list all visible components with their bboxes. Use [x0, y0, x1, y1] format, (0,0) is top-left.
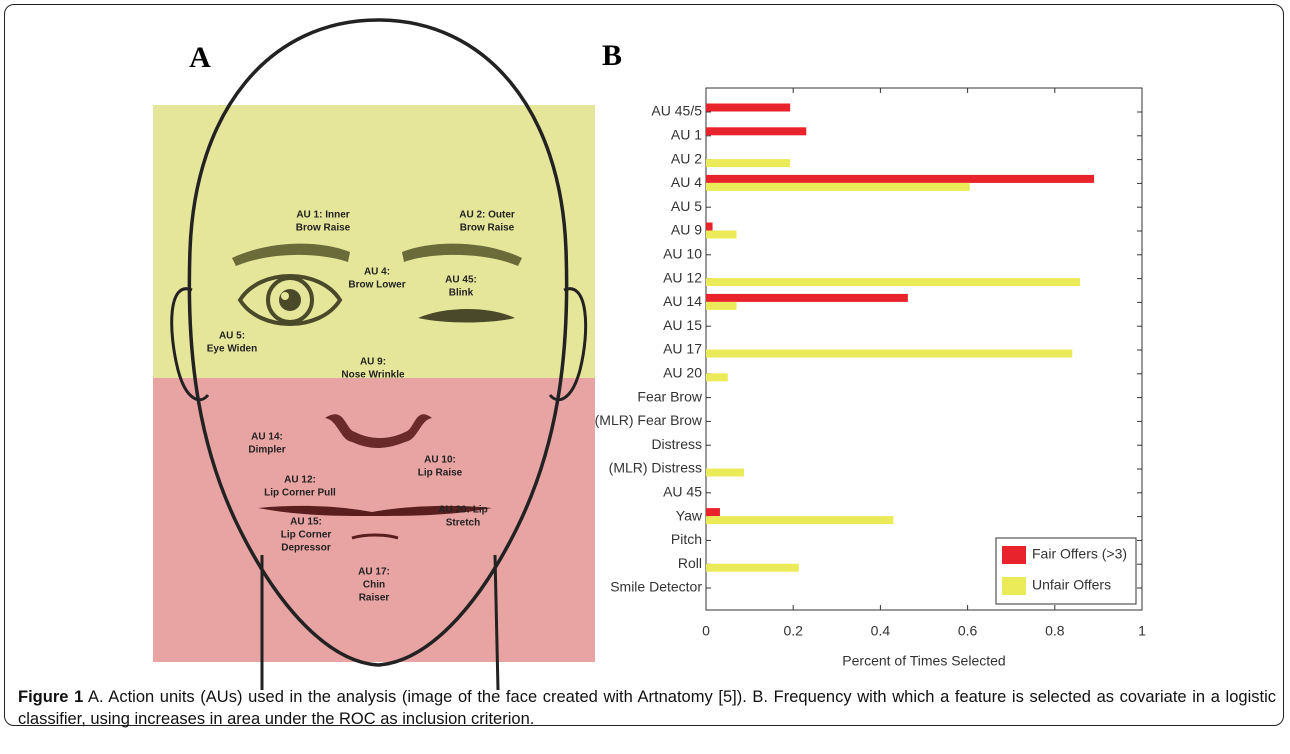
y-tick-label: Pitch	[671, 531, 702, 547]
au-label: AU 17:	[358, 567, 390, 578]
legend-label: Fair Offers (>3)	[1032, 546, 1127, 562]
au-label: Chin	[363, 580, 385, 591]
bar	[706, 231, 737, 239]
y-tick-label: Distress	[651, 436, 702, 452]
au-label: Blink	[449, 288, 474, 299]
panel-letter: A	[189, 41, 211, 74]
bar	[706, 278, 1080, 286]
au-label: Lip Corner Pull	[264, 488, 336, 499]
bar	[706, 302, 737, 310]
au-label: Depressor	[281, 543, 331, 554]
legend-swatch	[1002, 546, 1026, 564]
y-tick-label: AU 2	[671, 150, 702, 166]
x-tick-label: 0	[702, 623, 710, 639]
au-label: Brow Raise	[460, 223, 515, 234]
y-tick-label: Yaw	[676, 507, 703, 523]
au-label: AU 1: Inner	[296, 210, 349, 221]
y-tick-label: AU 4	[671, 174, 702, 190]
au-label: AU 4:	[364, 267, 390, 278]
legend-label: Unfair Offers	[1032, 577, 1111, 593]
y-tick-label: AU 45/5	[651, 103, 702, 119]
x-tick-label: 0.6	[958, 623, 978, 639]
x-tick-label: 0.8	[1045, 623, 1065, 639]
au-label: AU 9:	[360, 357, 386, 368]
bar	[706, 508, 720, 516]
au-label: AU 15:	[290, 517, 322, 528]
bar	[706, 350, 1072, 358]
au-label: Lip Raise	[418, 468, 463, 479]
x-tick-label: 1	[1138, 623, 1146, 639]
caption: Figure 1 A. Action units (AUs) used in t…	[18, 686, 1276, 730]
y-tick-label: AU 15	[663, 317, 702, 333]
y-tick-label: AU 12	[663, 269, 702, 285]
y-tick-label: AU 14	[663, 293, 702, 309]
bar	[706, 159, 790, 167]
au-label: AU 5:	[219, 331, 245, 342]
au-label: Dimpler	[248, 445, 285, 456]
bar	[706, 104, 790, 112]
legend-swatch	[1002, 577, 1026, 595]
caption-text: A. Action units (AUs) used in the analys…	[18, 688, 1276, 728]
au-label: AU 14:	[251, 432, 283, 443]
bar	[706, 175, 1094, 183]
y-tick-label: (MLR) Distress	[609, 460, 702, 476]
bar	[706, 183, 970, 191]
au-label: AU 45:	[445, 275, 477, 286]
bar	[706, 373, 728, 381]
au-label: Raiser	[359, 593, 390, 604]
au-label: Brow Raise	[296, 223, 351, 234]
figure: A AU 1: Inner Brow Raise AU 2: Outer Brow R…	[0, 0, 1290, 690]
bar	[706, 294, 908, 302]
page: A AU 1: Inner Brow Raise AU 2: Outer Brow R…	[0, 0, 1290, 754]
caption-label: Figure 1	[18, 688, 83, 706]
au-label: Brow Lower	[348, 280, 405, 291]
au-label: AU 12:	[284, 475, 316, 486]
eye-highlight	[281, 292, 289, 300]
au-label: Lip Corner	[281, 530, 332, 541]
au-label: Eye Widen	[207, 344, 257, 355]
pupil	[279, 289, 301, 311]
x-tick-label: 0.4	[871, 623, 891, 639]
y-tick-label: AU 45	[663, 484, 702, 500]
au-label: AU 2: Outer	[459, 210, 515, 221]
bar	[706, 469, 744, 477]
bar	[706, 127, 806, 135]
y-tick-label: AU 20	[663, 365, 702, 381]
au-label: AU 10:	[424, 455, 456, 466]
au-label: Stretch	[446, 518, 480, 529]
y-tick-label: Smile Detector	[610, 579, 702, 595]
bar	[706, 516, 893, 524]
y-tick-label: AU 9	[671, 222, 702, 238]
y-tick-label: AU 10	[663, 246, 702, 262]
bar-chart: 0 0.2 0.4 0.6 0.8 1 Percent of Times Selected A…	[595, 88, 1146, 669]
au-label: Nose Wrinkle	[341, 370, 405, 381]
au-label: AU 20: Lip	[438, 505, 487, 516]
y-tick-label: AU 1	[671, 127, 702, 143]
y-tick-label: AU 5	[671, 198, 702, 214]
panel-letter: B	[602, 39, 622, 72]
y-tick-label: AU 17	[663, 341, 702, 357]
lower-face-region	[153, 378, 595, 662]
bar	[706, 223, 713, 231]
x-tick-label: 0.2	[783, 623, 803, 639]
bar	[706, 564, 799, 572]
y-tick-label: Fear Brow	[637, 388, 702, 404]
y-tick-label: Roll	[678, 555, 702, 571]
x-axis-label: Percent of Times Selected	[842, 653, 1005, 669]
y-tick-label: (MLR) Fear Brow	[595, 412, 703, 428]
